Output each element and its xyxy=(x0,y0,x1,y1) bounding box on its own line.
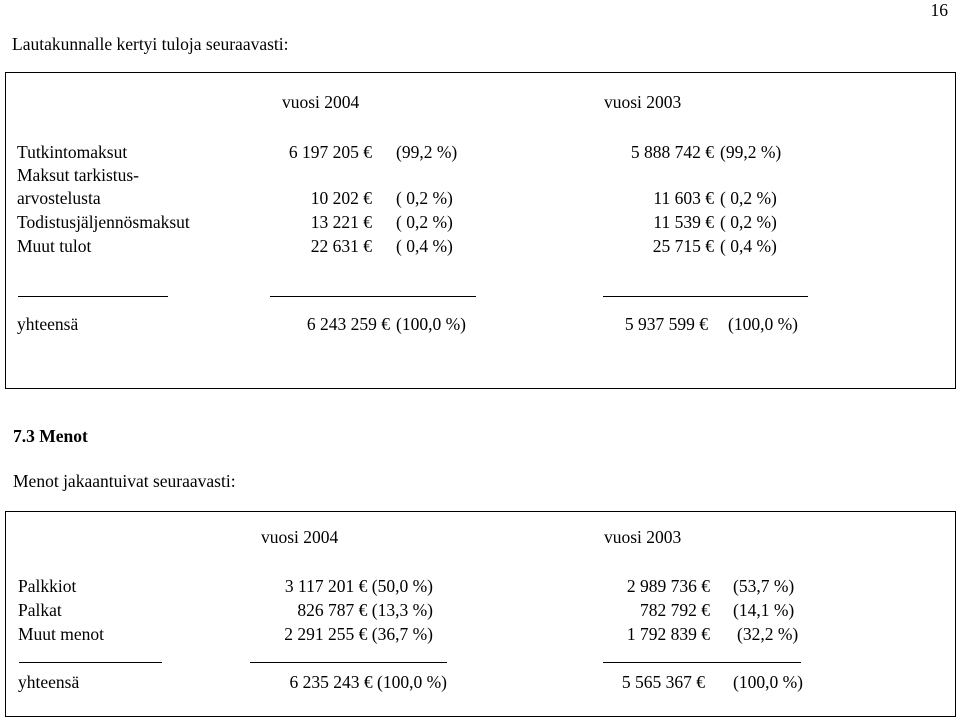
expenses-row-label: Muut menot xyxy=(18,624,105,644)
income-row-2003-amount: 25 715 € xyxy=(652,236,714,256)
expenses-total-2004-value: 6 235 243 € (100,0 %) xyxy=(289,672,447,692)
expenses-table-box xyxy=(5,511,956,717)
income-intro: Lautakunnalle kertyi tuloja seuraavasti: xyxy=(12,34,289,54)
expenses-row-2004-value: 3 117 201 € (50,0 %) xyxy=(284,576,433,596)
expenses-year-2003-header: vuosi 2003 xyxy=(604,527,682,547)
expenses-row-2003-amount: 782 792 € xyxy=(640,600,710,620)
income-row-2003-amount: 11 539 € xyxy=(653,212,714,232)
income-row-2004-amount: 6 197 205 € xyxy=(288,142,372,162)
income-year-2003-header: vuosi 2003 xyxy=(604,92,682,112)
income-total-2003-amount: 5 937 599 € xyxy=(624,314,708,334)
income-total-2003-percent: (100,0 %) xyxy=(728,314,798,334)
income-row-2003-percent: ( 0,2 %) xyxy=(720,212,777,232)
income-row-2004-amount: 10 202 € xyxy=(310,188,372,208)
expenses-year-2004-header: vuosi 2004 xyxy=(261,527,339,547)
income-row-label: Tutkintomaksut xyxy=(17,142,128,162)
income-total-2004-percent: (100,0 %) xyxy=(396,314,466,334)
expenses-total-rule-label xyxy=(19,662,162,663)
expenses-row-2004-value: 826 787 € (13,3 %) xyxy=(297,600,433,620)
expenses-total-rule-2003 xyxy=(603,662,801,663)
income-row-2004-percent: ( 0,2 %) xyxy=(396,212,453,232)
income-row-2003-percent: ( 0,4 %) xyxy=(720,236,777,256)
income-row-2003-amount: 5 888 742 € xyxy=(630,142,714,162)
income-row-2004-percent: ( 0,2 %) xyxy=(396,188,453,208)
expenses-total-rule-2004 xyxy=(250,662,447,663)
income-row-2003-percent: (99,2 %) xyxy=(720,142,782,162)
expenses-total-2003-amount: 5 565 367 € xyxy=(621,672,705,692)
income-row-label: Maksut tarkistus- xyxy=(17,165,140,185)
expenses-row-label: Palkat xyxy=(18,600,62,620)
income-row-label: Todistusjäljennösmaksut xyxy=(17,212,190,232)
income-year-2004-header: vuosi 2004 xyxy=(282,92,360,112)
section-heading: 7.3 Menot xyxy=(13,426,88,446)
income-row-2004-percent: (99,2 %) xyxy=(396,142,458,162)
income-total-rule-2004 xyxy=(270,296,476,297)
income-row-2004-amount: 13 221 € xyxy=(310,212,372,232)
income-row-2004-percent: ( 0,4 %) xyxy=(396,236,453,256)
income-row-label: Muut tulot xyxy=(17,236,92,256)
expenses-row-2003-percent: (14,1 %) xyxy=(733,600,795,620)
income-total-rule-2003 xyxy=(603,296,808,297)
expenses-row-label: Palkkiot xyxy=(18,576,77,596)
expenses-row-2003-amount: 1 792 839 € xyxy=(626,624,710,644)
expenses-total-2003-percent: (100,0 %) xyxy=(733,672,803,692)
income-row-label: arvostelusta xyxy=(17,188,101,208)
income-row-2003-percent: ( 0,2 %) xyxy=(720,188,777,208)
expenses-row-2003-percent: (53,7 %) xyxy=(733,576,795,596)
income-total-rule-label xyxy=(18,296,168,297)
income-table-box xyxy=(5,72,956,389)
income-row-2004-amount: 22 631 € xyxy=(310,236,372,256)
expenses-row-2003-percent: (32,2 %) xyxy=(737,624,799,644)
page-number: 16 xyxy=(930,0,949,20)
income-row-2003-amount: 11 603 € xyxy=(653,188,714,208)
expenses-intro: Menot jakaantuivat seuraavasti: xyxy=(13,471,236,491)
expenses-row-2004-value: 2 291 255 € (36,7 %) xyxy=(284,624,433,644)
expenses-total-label: yhteensä xyxy=(18,672,80,692)
expenses-row-2003-amount: 2 989 736 € xyxy=(626,576,710,596)
income-total-label: yhteensä xyxy=(17,314,79,334)
income-total-2004-amount: 6 243 259 € xyxy=(306,314,390,334)
